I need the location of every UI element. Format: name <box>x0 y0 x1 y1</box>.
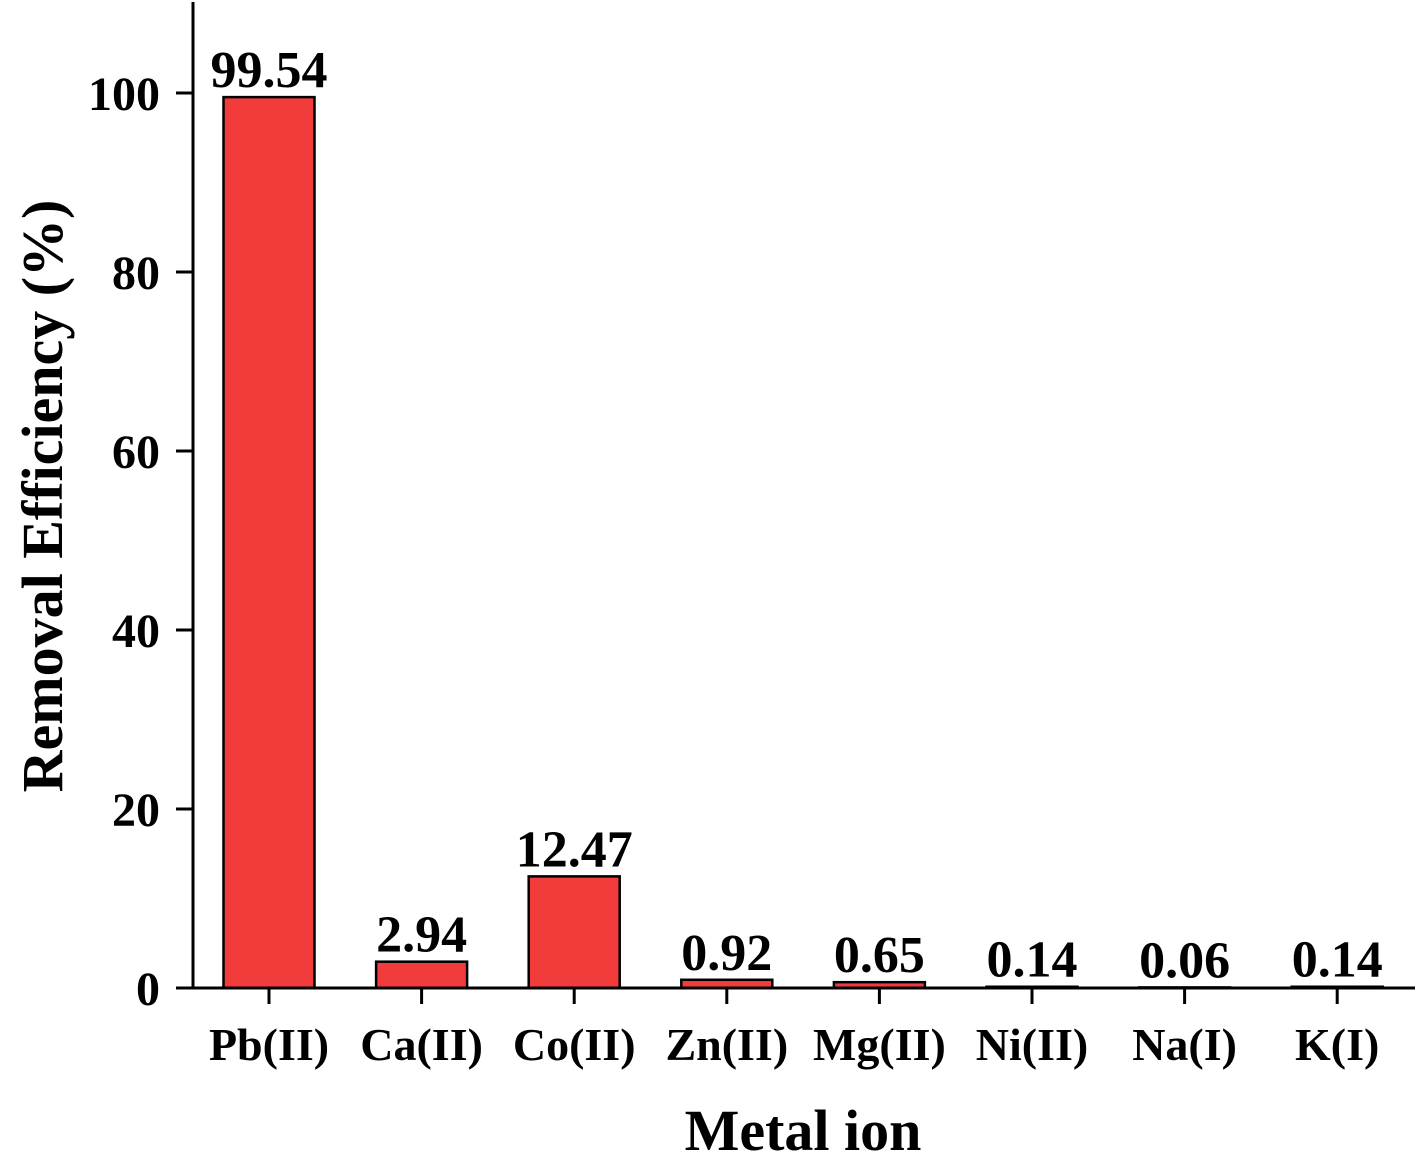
data-label: 2.94 <box>376 907 467 964</box>
x-tick-label: Pb(II) <box>209 1019 329 1070</box>
data-label: 12.47 <box>516 821 633 878</box>
y-tick-label: 100 <box>88 68 160 121</box>
data-label: 0.14 <box>987 932 1078 989</box>
x-tick-label: Zn(II) <box>665 1019 788 1070</box>
y-axis-title: Removal Efficiency (%) <box>10 200 75 793</box>
x-tick-label: Ca(II) <box>360 1019 483 1070</box>
y-ticks-layer: 0 20 40 60 80 100 <box>88 68 193 1016</box>
y-tick-label: 60 <box>112 426 160 479</box>
x-tick-label: Ni(II) <box>976 1019 1088 1070</box>
bar-pbii <box>222 95 316 990</box>
bar-coii <box>527 875 621 990</box>
axes-layer <box>191 2 1415 990</box>
data-labels-layer: 99.54 2.94 12.47 0.92 0.65 0.14 0.06 0.14 <box>211 42 1383 989</box>
bars-layer <box>222 95 1384 990</box>
y-tick-label: 0 <box>136 963 160 1016</box>
x-tick-label: K(I) <box>1295 1019 1379 1070</box>
x-tick-label: Na(I) <box>1132 1019 1237 1070</box>
x-ticks-layer: Pb(II) Ca(II) Co(II) Zn(II) Mg(II) Ni(II) Na(I… <box>209 988 1379 1070</box>
data-label: 0.65 <box>834 927 925 984</box>
y-tick-label: 20 <box>112 784 160 837</box>
bar-caii <box>374 960 469 990</box>
y-tick-label: 80 <box>112 247 160 300</box>
data-label: 99.54 <box>211 42 328 99</box>
x-tick-label: Co(II) <box>513 1019 636 1070</box>
x-axis-title: Metal ion <box>685 1098 922 1163</box>
data-label: 0.14 <box>1292 932 1383 989</box>
y-tick-label: 40 <box>112 605 160 658</box>
data-label: 0.92 <box>681 925 772 982</box>
data-label: 0.06 <box>1139 932 1230 989</box>
x-tick-label: Mg(II) <box>813 1019 946 1070</box>
